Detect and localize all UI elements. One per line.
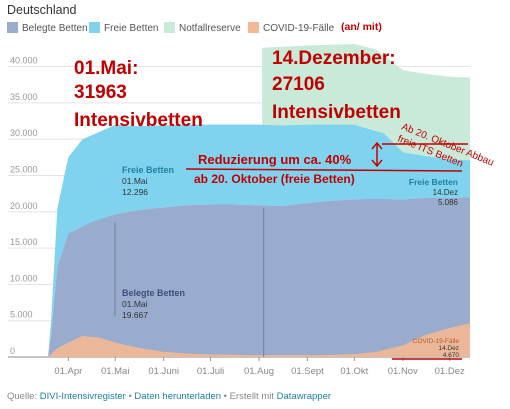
legend-swatch — [248, 22, 259, 33]
area-belegte-betten — [48, 197, 470, 357]
legend-item-notfallreserve: Notfallreserve — [164, 22, 241, 34]
y-tick-label: 15.000 — [10, 237, 38, 247]
annotation-dec-line2: 27106 — [272, 74, 325, 95]
y-tick-label: 20.000 — [10, 201, 38, 211]
source-line: Quelle: DIVI-Intensivregister • Daten he… — [7, 391, 331, 402]
x-tick-label: 01.Mai — [101, 366, 130, 377]
y-axis: 0 5.000 10.000 15.000 20.000 25.000 30.000 35.0… — [10, 56, 38, 356]
legend-item-belegte-betten: Belegte Betten — [7, 22, 88, 34]
reduction-arrow-head-down — [371, 159, 383, 168]
y-tick-label: 10.000 — [10, 273, 38, 283]
y-tick-label: 30.000 — [10, 128, 38, 138]
annotation-reduction-line2: ab 20. Oktober (freie Betten) — [194, 172, 355, 186]
source-credit-text: • Erstellt mit — [221, 391, 277, 402]
label-belegte-betten-may-value: 19.667 — [122, 310, 148, 320]
datawrapper-link[interactable]: Datawrapper — [276, 391, 332, 402]
label-freie-betten-dec-date: 14.Dez — [433, 188, 458, 197]
x-tick-label: 01.Sept — [291, 366, 324, 377]
label-freie-betten-may-value: 12.296 — [122, 187, 148, 197]
reduction-arrow-head-up — [371, 141, 383, 150]
source-prefix: Quelle: — [7, 391, 40, 402]
x-tick-label: 01.Juni — [148, 366, 179, 377]
y-tick-label: 35.000 — [10, 92, 38, 102]
y-tick-label: 5.000 — [10, 310, 33, 320]
area-freie-betten — [48, 124, 470, 357]
series-areas — [48, 44, 470, 357]
legend-label: COVID-19-Fälle — [263, 23, 335, 34]
label-freie-betten-dec-name: Freie Betten — [409, 177, 458, 187]
legend-label: Belegte Betten — [22, 23, 88, 34]
x-axis: 01.Apr 01.Mai 01.Juni 01.Juli 01.Aug 01.Sept 0… — [54, 357, 465, 377]
legend-swatch — [89, 22, 100, 33]
label-belegte-betten-may-name: Belegte Betten — [122, 288, 185, 298]
reduction-lower-rule — [185, 168, 463, 172]
label-covid-dec-date: 14.Dez — [438, 345, 459, 352]
y-tick-label: 25.000 — [10, 164, 38, 174]
label-freie-betten-dec-value: 5.086 — [438, 198, 459, 207]
source-separator: • — [125, 391, 135, 402]
label-belegte-betten-may-date: 01.Mai — [122, 299, 148, 309]
chart-area: 0 5.000 10.000 15.000 20.000 25.000 30.000 35.0… — [8, 44, 495, 377]
annotation-dec-line1: 14.Dezember: — [272, 48, 396, 69]
legend-note: (an/ mit) — [341, 21, 382, 33]
download-data-link[interactable]: Daten herunterladen — [134, 391, 222, 402]
label-covid-dec-value: 4.670 — [443, 352, 460, 359]
label-freie-betten-may-date: 01.Mai — [122, 176, 148, 186]
legend-item-covid-faelle: COVID-19-Fälle — [248, 22, 334, 34]
annotation-dec-line3: Intensivbetten — [272, 102, 401, 123]
annotation-reduction-line1: Reduzierung um ca. 40% — [198, 152, 352, 167]
legend-swatch — [164, 22, 175, 33]
legend-item-freie-betten: Freie Betten — [89, 22, 158, 34]
label-freie-betten-may-name: Freie Betten — [122, 165, 174, 175]
x-tick-label: 01.Nov — [388, 366, 418, 377]
source-link[interactable]: DIVI-Intensivregister — [39, 391, 126, 402]
x-tick-label: 01.Okt — [340, 366, 368, 377]
legend-swatch — [7, 22, 18, 33]
annotation-may-line2: 31963 — [74, 82, 127, 103]
annotation-may-line3: Intensivbetten — [74, 110, 203, 131]
area-notfallreserve — [262, 44, 470, 161]
point-labels: Freie Betten 01.Mai 12.296 Belegte Bette… — [114, 165, 460, 359]
legend-label: Freie Betten — [104, 23, 159, 34]
x-tick-label: 01.Apr — [54, 366, 82, 377]
y-tick-label: 0 — [10, 346, 15, 356]
area-covid-faelle — [48, 323, 470, 357]
annotation-may-line1: 01.Mai: — [74, 58, 138, 79]
legend-label: Notfallreserve — [179, 23, 241, 34]
x-tick-label: 01.Aug — [244, 366, 274, 377]
chart-title: Deutschland — [7, 3, 77, 17]
label-covid-dec-name: COVID-19-Fälle — [413, 338, 460, 345]
x-tick-label: 01.Dez — [435, 366, 465, 377]
y-tick-label: 40.000 — [10, 56, 38, 66]
x-tick-label: 01.Juli — [197, 366, 224, 377]
